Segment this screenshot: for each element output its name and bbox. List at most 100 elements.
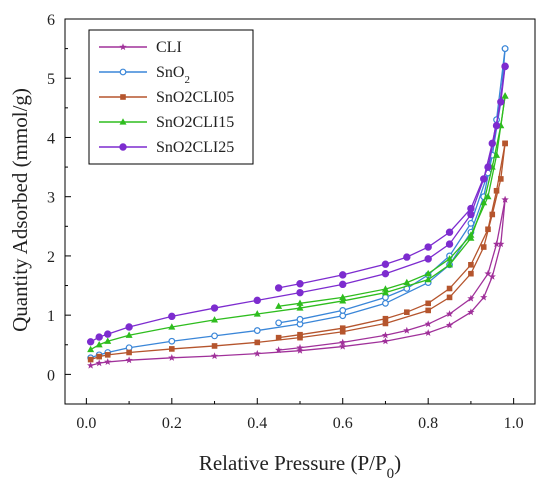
data-point xyxy=(296,280,304,288)
data-point xyxy=(501,195,509,203)
data-point xyxy=(446,285,453,292)
data-point xyxy=(339,280,347,289)
data-point xyxy=(104,358,112,366)
data-point xyxy=(501,62,509,71)
data-point xyxy=(403,326,411,334)
data-point xyxy=(296,299,304,306)
y-axis-label: Quantity Adsorbed (mmol/g) xyxy=(8,88,32,332)
data-point xyxy=(126,349,132,356)
data-point xyxy=(445,310,454,318)
legend-label: SnO2 xyxy=(156,64,190,86)
data-point xyxy=(382,293,389,301)
x-axis-label-subscript: 0 xyxy=(387,466,395,482)
data-point xyxy=(296,346,304,354)
legend-item: SnO2CLI05 xyxy=(99,89,234,106)
legend-label-text: SnO2CLI25 xyxy=(156,139,234,156)
data-point xyxy=(403,253,411,261)
data-point xyxy=(253,310,261,317)
data-point xyxy=(339,271,347,279)
data-point xyxy=(211,343,218,349)
data-point xyxy=(104,330,112,338)
legend-label-text: SnO2CLI15 xyxy=(156,114,234,131)
data-point xyxy=(275,302,283,309)
legend-item: SnO2 xyxy=(99,64,190,86)
data-point xyxy=(480,293,488,301)
legend-item: SnO2CLI15 xyxy=(99,114,234,131)
data-point xyxy=(253,349,261,357)
data-point xyxy=(210,352,219,360)
data-point xyxy=(296,315,304,323)
data-point xyxy=(501,45,509,53)
data-point xyxy=(296,288,304,297)
x-tick-label: 1.0 xyxy=(504,415,524,432)
legend-swatch-marker xyxy=(120,94,126,100)
x-tick-label: 0.8 xyxy=(418,415,438,432)
data-point xyxy=(381,260,390,268)
data-point xyxy=(275,319,283,327)
data-point xyxy=(297,331,303,338)
data-point xyxy=(381,337,390,345)
data-point xyxy=(95,359,103,367)
data-point xyxy=(484,269,492,277)
data-point xyxy=(95,340,103,348)
desorption-line xyxy=(278,66,506,289)
data-point xyxy=(87,361,95,369)
data-point xyxy=(339,328,346,335)
data-point xyxy=(339,325,346,331)
data-point xyxy=(445,240,454,248)
x-axis-label-close: ) xyxy=(394,451,401,475)
series-layer xyxy=(86,45,509,369)
data-point xyxy=(339,342,347,350)
legend-swatch-marker xyxy=(119,143,127,151)
data-point xyxy=(424,275,432,283)
x-tick-label: 0.6 xyxy=(333,415,353,432)
data-point xyxy=(502,140,508,147)
legend-label-text: SnO xyxy=(156,64,184,81)
data-point xyxy=(425,307,431,314)
data-point xyxy=(404,309,410,315)
data-point xyxy=(381,331,390,339)
data-point xyxy=(501,92,509,99)
legend-label: SnO2CLI25 xyxy=(156,139,234,156)
data-point xyxy=(339,293,347,300)
data-point xyxy=(339,297,347,304)
data-point xyxy=(296,343,304,351)
y-tick-label: 6 xyxy=(47,12,55,29)
data-point xyxy=(168,337,176,345)
data-point xyxy=(424,255,432,263)
data-point xyxy=(445,228,454,236)
y-tick-label: 4 xyxy=(47,130,55,147)
data-point xyxy=(497,240,505,248)
data-point xyxy=(468,262,474,268)
data-point xyxy=(339,307,347,314)
data-point xyxy=(253,327,261,334)
data-point xyxy=(168,323,176,330)
data-point xyxy=(493,187,500,194)
data-point xyxy=(382,320,389,327)
data-point xyxy=(125,356,133,364)
data-point xyxy=(169,346,175,352)
data-point xyxy=(485,226,491,233)
legend-label: SnO2CLI05 xyxy=(156,89,234,106)
y-tick-label: 1 xyxy=(47,308,55,325)
series-cli xyxy=(87,195,509,369)
data-point xyxy=(424,320,432,328)
data-point xyxy=(87,345,95,353)
series-sno2cli25 xyxy=(86,62,509,346)
data-point xyxy=(446,294,453,301)
legend-swatch-marker xyxy=(119,43,127,51)
legend-item: CLI xyxy=(99,39,182,56)
x-tick-label: 0.0 xyxy=(76,415,96,432)
data-point xyxy=(467,308,475,316)
x-axis-label: Relative Pressure (P/P0) xyxy=(199,451,401,482)
x-tick-label: 0.4 xyxy=(247,415,267,432)
data-point xyxy=(104,337,112,344)
legend-label: SnO2CLI15 xyxy=(156,114,234,131)
y-tick-label: 5 xyxy=(47,71,55,88)
legend-label-text: CLI xyxy=(156,39,182,56)
data-point xyxy=(87,356,94,363)
y-axis-ticks: 0 1 2 3 4 5 6 xyxy=(47,12,71,405)
data-point xyxy=(210,304,219,312)
data-point xyxy=(467,204,475,213)
